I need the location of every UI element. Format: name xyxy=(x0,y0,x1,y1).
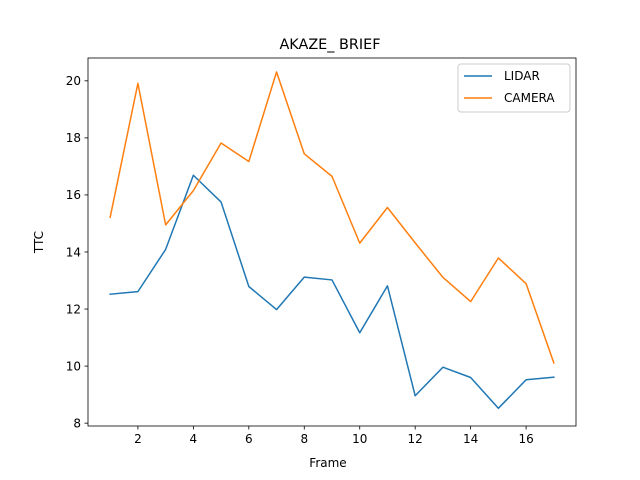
y-tick-label: 10 xyxy=(66,359,81,373)
x-tick-label: 6 xyxy=(245,432,253,446)
x-tick-label: 16 xyxy=(518,432,533,446)
axes-layer: 2 4 6 8 10 12 14 16 8 10 12 14 16 18 20 xyxy=(66,57,577,446)
legend-label-lidar: LIDAR xyxy=(504,69,540,83)
chart-title: AKAZE_ BRIEF xyxy=(279,37,380,53)
y-tick-label: 18 xyxy=(66,131,81,145)
axes-frame xyxy=(87,57,577,427)
x-tick-label: 2 xyxy=(134,432,142,446)
x-tick-label: 14 xyxy=(463,432,478,446)
x-tick-label: 12 xyxy=(408,432,423,446)
x-tick-label: 8 xyxy=(300,432,308,446)
x-tick-label: 10 xyxy=(352,432,367,446)
series-line-lidar xyxy=(109,174,555,410)
y-tick-label: 14 xyxy=(66,245,81,259)
legend: LIDAR CAMERA xyxy=(457,63,571,113)
x-tick-label: 4 xyxy=(190,432,198,446)
series-layer xyxy=(109,71,555,410)
y-tick-label: 20 xyxy=(66,74,81,88)
y-tick-label: 8 xyxy=(73,416,81,430)
y-tick-label: 16 xyxy=(66,188,81,202)
x-axis-label: Frame xyxy=(309,456,346,470)
series-line-camera xyxy=(109,71,555,364)
legend-label-camera: CAMERA xyxy=(504,91,555,105)
y-axis-label: TTC xyxy=(32,231,46,254)
y-tick-label: 12 xyxy=(66,302,81,316)
